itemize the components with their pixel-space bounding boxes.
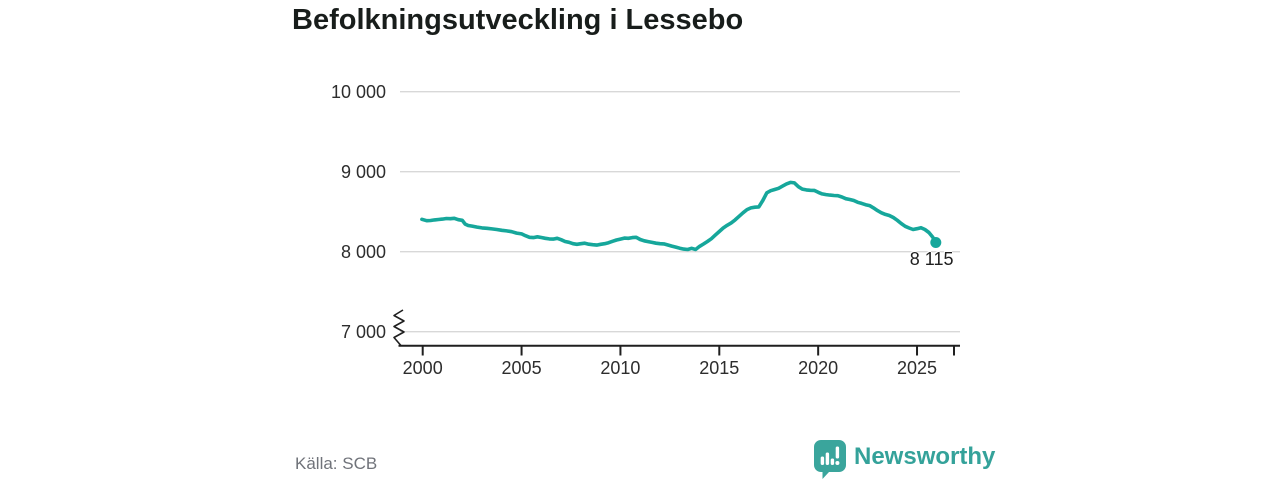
x-axis-tick-marks — [421, 346, 955, 356]
y-tick-label-10000: 10 000 — [330, 81, 386, 102]
x-tick-label-2020: 2020 — [798, 358, 839, 378]
page-title: Befolkningsutveckling i Lessebo — [292, 4, 744, 36]
line-chart-plot-area — [393, 91, 960, 356]
newsworthy-logo-icon — [814, 440, 846, 479]
population-line-series — [420, 180, 938, 252]
newsworthy-wordmark: Newsworthy — [854, 443, 996, 470]
x-tick-label-2025: 2025 — [896, 358, 938, 378]
y-tick-label-8000: 8 000 — [340, 241, 386, 262]
y-axis-break-zigzag-icon — [393, 309, 405, 347]
newsworthy-branding: Newsworthy — [814, 440, 995, 479]
y-tick-label-7000: 7 000 — [340, 321, 386, 342]
gridlines — [400, 91, 960, 333]
source-credit: Källa: SCB — [295, 454, 378, 473]
y-tick-label-9000: 9 000 — [340, 161, 386, 182]
x-tick-label-2015: 2015 — [699, 358, 740, 378]
x-tick-label-2005: 2005 — [501, 358, 542, 378]
last-value-annotation: 8 115 — [909, 248, 954, 269]
series-end-point-dot — [930, 237, 942, 248]
x-tick-label-2000: 2000 — [402, 358, 443, 378]
x-tick-label-2010: 2010 — [600, 358, 641, 378]
